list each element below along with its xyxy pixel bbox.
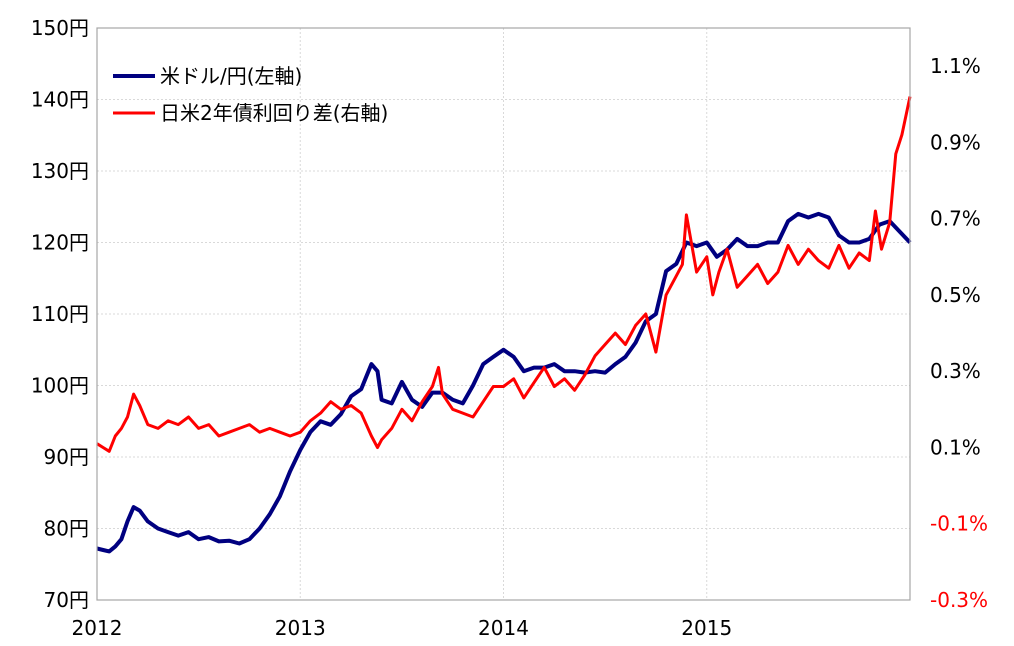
legend-label-spread: 日米2年債利回り差(右軸) (160, 101, 388, 125)
right-tick-label: 1.1% (930, 54, 981, 78)
left-tick-label: 100円 (31, 374, 89, 398)
left-tick-label: 90円 (44, 445, 89, 469)
left-tick-label: 130円 (31, 159, 89, 183)
left-tick-label: 120円 (31, 231, 89, 255)
left-tick-label: 140円 (31, 88, 89, 112)
left-axis-ticks: 70円 80円 90円 100円 110円 120円 130円 140円 150円 (31, 16, 89, 612)
left-tick-label: 70円 (44, 588, 89, 612)
x-tick-label: 2012 (72, 616, 123, 640)
right-tick-label: 0.1% (930, 435, 981, 459)
right-tick-label: 0.9% (930, 130, 981, 154)
x-tick-label: 2013 (275, 616, 326, 640)
x-tick-label: 2015 (681, 616, 732, 640)
legend-label-usdjpy: 米ドル/円(左軸) (160, 64, 302, 88)
yield-spread-line (96, 96, 912, 453)
right-tick-label: 0.7% (930, 207, 981, 231)
right-tick-label: 0.3% (930, 359, 981, 383)
right-tick-label: -0.1% (930, 512, 988, 536)
x-tick-label: 2014 (478, 616, 529, 640)
plot-frame (96, 27, 911, 601)
right-tick-label: -0.3% (930, 588, 988, 612)
left-tick-label: 110円 (31, 302, 89, 326)
series-layer (96, 96, 912, 554)
left-tick-label: 150円 (31, 16, 89, 40)
x-axis-ticks: 2012 2013 2014 2015 (72, 616, 733, 640)
right-tick-label: 0.5% (930, 283, 981, 307)
usdjpy-line (96, 211, 912, 554)
right-axis-ticks: -0.3% -0.1% 0.1% 0.3% 0.5% 0.7% 0.9% 1.1% (930, 54, 988, 612)
left-tick-label: 80円 (44, 517, 89, 541)
grid (97, 28, 910, 600)
legend: 米ドル/円(左軸) 日米2年債利回り差(右軸) (113, 64, 388, 125)
